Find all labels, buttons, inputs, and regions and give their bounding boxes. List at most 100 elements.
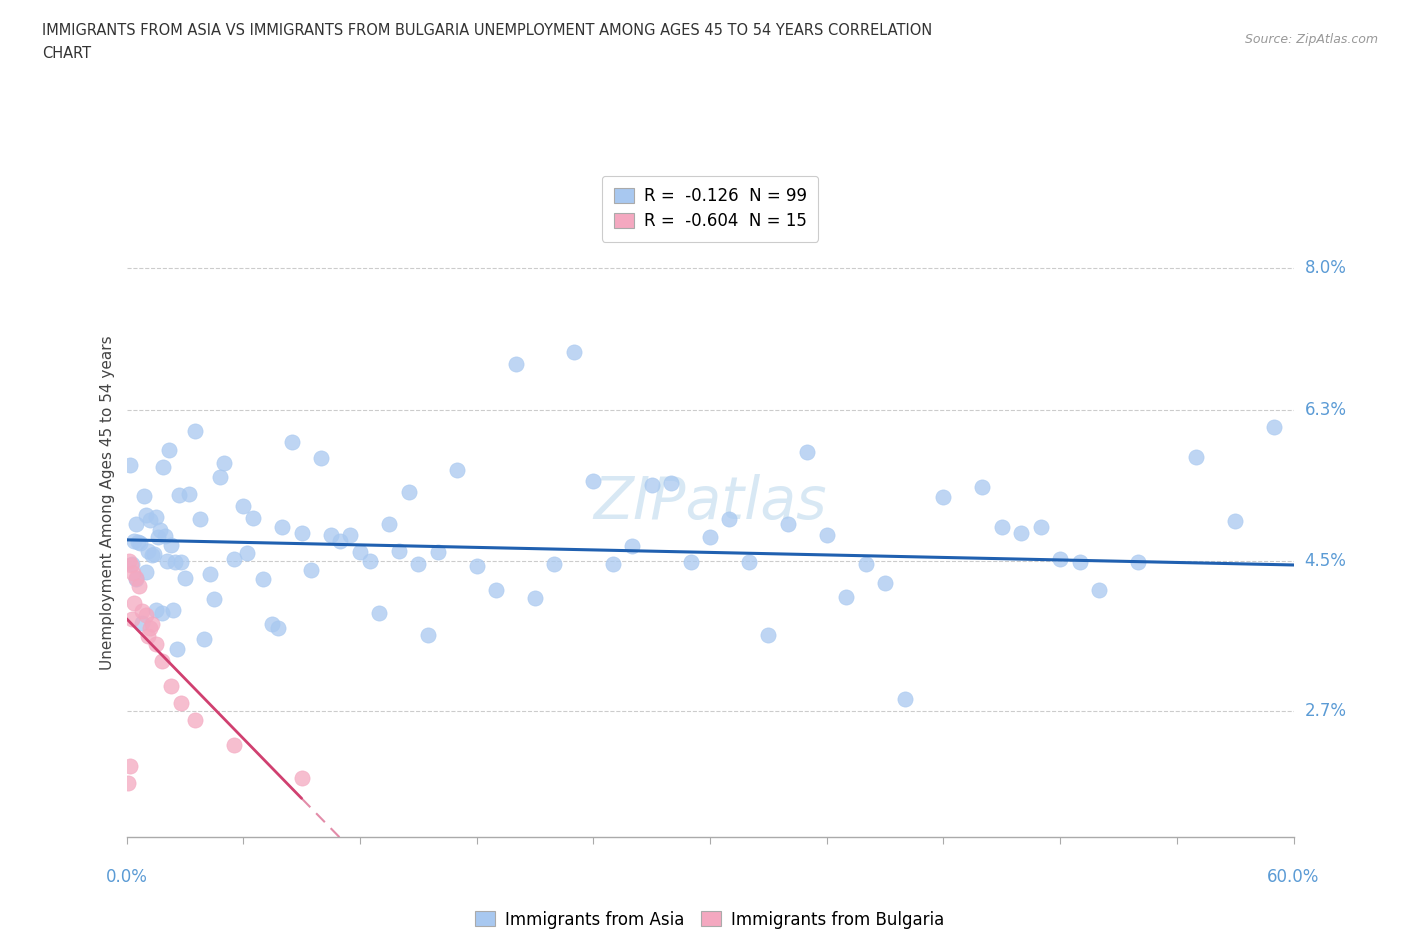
Point <box>562 344 585 359</box>
Y-axis label: Unemployment Among Ages 45 to 54 years: Unemployment Among Ages 45 to 54 years <box>100 335 115 670</box>
Point <box>170 696 193 711</box>
Point <box>359 553 381 568</box>
Point <box>145 510 167 525</box>
Point <box>131 604 153 618</box>
Point <box>252 572 274 587</box>
Point <box>208 470 231 485</box>
Point <box>141 616 163 631</box>
Point <box>162 603 184 618</box>
Point <box>855 557 877 572</box>
Point <box>156 553 179 568</box>
Point <box>193 631 215 646</box>
Point <box>190 512 212 526</box>
Point <box>166 641 188 656</box>
Point <box>135 565 157 579</box>
Point <box>117 776 139 790</box>
Point <box>121 612 143 627</box>
Point <box>990 519 1012 534</box>
Point <box>174 570 197 585</box>
Point <box>183 424 205 439</box>
Point <box>329 534 352 549</box>
Text: IMMIGRANTS FROM ASIA VS IMMIGRANTS FROM BULGARIA UNEMPLOYMENT AMONG AGES 45 TO 5: IMMIGRANTS FROM ASIA VS IMMIGRANTS FROM … <box>42 23 932 38</box>
Point <box>131 616 153 631</box>
Point <box>120 557 142 572</box>
Point <box>309 450 332 465</box>
Point <box>146 530 169 545</box>
Text: 60.0%: 60.0% <box>1267 868 1320 885</box>
Point <box>139 512 162 527</box>
Point <box>127 535 149 550</box>
Point <box>408 557 430 572</box>
Point <box>150 605 173 620</box>
Point <box>388 544 411 559</box>
Point <box>1029 520 1052 535</box>
Point <box>236 545 259 560</box>
Point <box>170 555 193 570</box>
Point <box>242 511 264 525</box>
Point <box>222 551 245 566</box>
Point <box>198 567 221 582</box>
Point <box>893 692 915 707</box>
Point <box>125 516 148 531</box>
Point <box>835 590 858 604</box>
Point <box>290 771 312 786</box>
Point <box>543 556 565 571</box>
Point <box>873 575 897 590</box>
Point <box>145 603 167 618</box>
Point <box>972 479 994 494</box>
Point <box>155 528 177 543</box>
Point <box>129 535 152 550</box>
Point <box>232 498 254 513</box>
Text: ZIPatlas: ZIPatlas <box>593 473 827 531</box>
Point <box>796 445 818 459</box>
Point <box>271 520 294 535</box>
Point <box>339 527 361 542</box>
Point <box>142 547 165 562</box>
Point <box>124 595 146 610</box>
Point <box>679 554 702 569</box>
Point <box>267 620 290 635</box>
Point <box>120 759 142 774</box>
Point <box>160 679 183 694</box>
Point <box>1126 555 1149 570</box>
Point <box>505 356 527 371</box>
Point <box>122 565 145 580</box>
Point <box>446 462 468 477</box>
Point <box>135 508 157 523</box>
Point <box>141 548 163 563</box>
Point <box>145 637 167 652</box>
Point <box>582 474 605 489</box>
Point <box>132 488 155 503</box>
Point <box>120 458 142 472</box>
Point <box>368 605 391 620</box>
Text: CHART: CHART <box>42 46 91 61</box>
Point <box>378 516 401 531</box>
Point <box>157 443 180 458</box>
Point <box>416 628 439 643</box>
Point <box>1223 514 1246 529</box>
Point <box>167 487 190 502</box>
Point <box>299 563 322 578</box>
Point <box>135 608 157 623</box>
Text: 0.0%: 0.0% <box>105 868 148 885</box>
Point <box>756 628 779 643</box>
Legend: Immigrants from Asia, Immigrants from Bulgaria: Immigrants from Asia, Immigrants from Bu… <box>467 902 953 930</box>
Point <box>165 554 187 569</box>
Point <box>699 530 721 545</box>
Point <box>659 475 682 490</box>
Point <box>121 556 143 571</box>
Point <box>290 525 312 540</box>
Point <box>1185 449 1208 464</box>
Point <box>177 486 200 501</box>
Text: Source: ZipAtlas.com: Source: ZipAtlas.com <box>1244 33 1378 46</box>
Point <box>124 534 146 549</box>
Point <box>149 523 172 538</box>
Point <box>136 629 159 644</box>
Point <box>349 545 371 560</box>
Point <box>738 554 761 569</box>
Point <box>621 538 644 553</box>
Point <box>1010 525 1032 540</box>
Point <box>426 545 449 560</box>
Point <box>465 559 488 574</box>
Point <box>1049 551 1071 566</box>
